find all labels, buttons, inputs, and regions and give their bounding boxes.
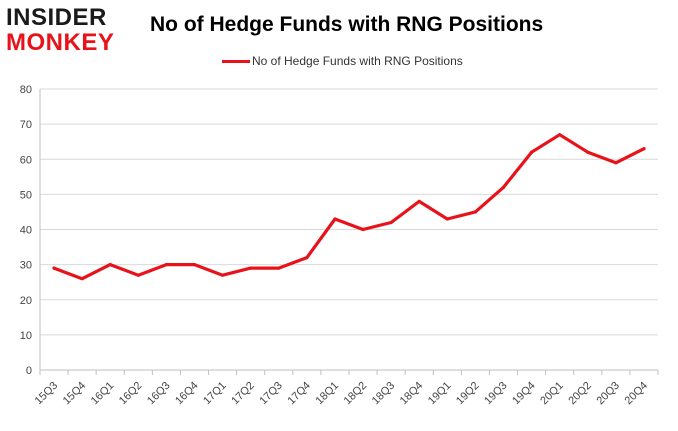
data-point-20Q4 — [642, 147, 646, 151]
x-tick-label-18Q2: 18Q2 — [342, 380, 370, 408]
x-tick-label-16Q4: 16Q4 — [173, 380, 201, 408]
x-tick-label-18Q4: 18Q4 — [398, 380, 426, 408]
x-tick-label-17Q3: 17Q3 — [257, 380, 285, 408]
chart-legend: No of Hedge Funds with RNG Positions — [222, 53, 463, 69]
data-point-16Q2 — [136, 273, 140, 277]
data-point-15Q3 — [52, 266, 56, 270]
data-point-15Q4 — [80, 277, 84, 281]
data-point-18Q3 — [389, 220, 393, 225]
x-tick-label-18Q3: 18Q3 — [370, 380, 398, 408]
x-tick-label-15Q4: 15Q4 — [61, 380, 89, 408]
data-point-18Q4 — [417, 199, 421, 203]
x-tick-label-17Q1: 17Q1 — [201, 380, 229, 408]
data-point-18Q2 — [361, 227, 365, 232]
data-point-17Q4 — [305, 256, 309, 260]
insider-monkey-logo: INSIDER MONKEY — [6, 6, 126, 56]
x-tick-label-20Q3: 20Q3 — [594, 380, 622, 408]
data-point-17Q1 — [220, 273, 225, 277]
y-tick-label-60: 60 — [20, 154, 32, 166]
x-tick-label-16Q2: 16Q2 — [117, 380, 145, 408]
x-tick-label-19Q1: 19Q1 — [426, 380, 454, 408]
data-point-20Q2 — [586, 150, 590, 154]
x-tick-label-20Q1: 20Q1 — [538, 380, 566, 408]
legend-swatch — [222, 59, 250, 63]
x-tick-label-20Q2: 20Q2 — [566, 380, 594, 408]
y-tick-label-0: 0 — [26, 365, 32, 377]
data-point-18Q1 — [333, 217, 337, 221]
x-tick-label-16Q1: 16Q1 — [89, 380, 117, 408]
x-tick-label-20Q4: 20Q4 — [623, 380, 651, 408]
y-tick-label-30: 30 — [20, 260, 32, 272]
legend-label: No of Hedge Funds with RNG Positions — [252, 54, 463, 68]
y-tick-label-40: 40 — [20, 225, 32, 237]
logo-text-top: INSIDER — [6, 4, 107, 31]
y-tick-label-70: 70 — [20, 119, 32, 131]
data-point-20Q3 — [614, 161, 618, 165]
y-tick-labels: 0 10 20 30 40 50 60 70 80 — [20, 84, 32, 377]
data-point-19Q1 — [445, 217, 449, 221]
y-tick-label-20: 20 — [20, 295, 32, 307]
y-tick-label-80: 80 — [20, 84, 32, 96]
chart-title: No of Hedge Funds with RNG Positions — [150, 13, 544, 36]
y-tick-label-10: 10 — [20, 330, 32, 342]
data-point-20Q1 — [558, 133, 562, 137]
x-tick-label-16Q3: 16Q3 — [145, 380, 173, 408]
gridlines — [40, 88, 658, 336]
data-point-19Q4 — [529, 150, 534, 154]
data-point-19Q2 — [473, 210, 478, 214]
data-point-16Q1 — [108, 263, 112, 267]
x-tick-label-17Q4: 17Q4 — [285, 380, 313, 408]
x-tick-label-19Q3: 19Q3 — [482, 380, 510, 408]
data-point-19Q3 — [501, 185, 506, 189]
data-point-16Q3 — [164, 263, 169, 267]
x-tick-label-17Q2: 17Q2 — [229, 380, 257, 408]
x-tick-label-15Q3: 15Q3 — [33, 380, 61, 408]
x-tick-label-19Q4: 19Q4 — [510, 380, 538, 408]
x-tick-labels: 15Q3 15Q4 16Q1 16Q2 16Q3 16Q4 17Q1 17Q2 17Q3 17Q4… — [33, 380, 650, 408]
y-tick-label-50: 50 — [20, 189, 32, 201]
series-line-0 — [52, 133, 646, 281]
series-layer — [52, 133, 646, 281]
x-tick-label-19Q2: 19Q2 — [454, 380, 482, 408]
data-point-16Q4 — [192, 263, 197, 267]
axes — [39, 89, 659, 375]
data-point-17Q2 — [249, 266, 253, 270]
data-point-17Q3 — [277, 266, 281, 270]
logo-text-bottom: MONKEY — [6, 29, 115, 56]
x-tick-label-18Q1: 18Q1 — [314, 380, 342, 408]
